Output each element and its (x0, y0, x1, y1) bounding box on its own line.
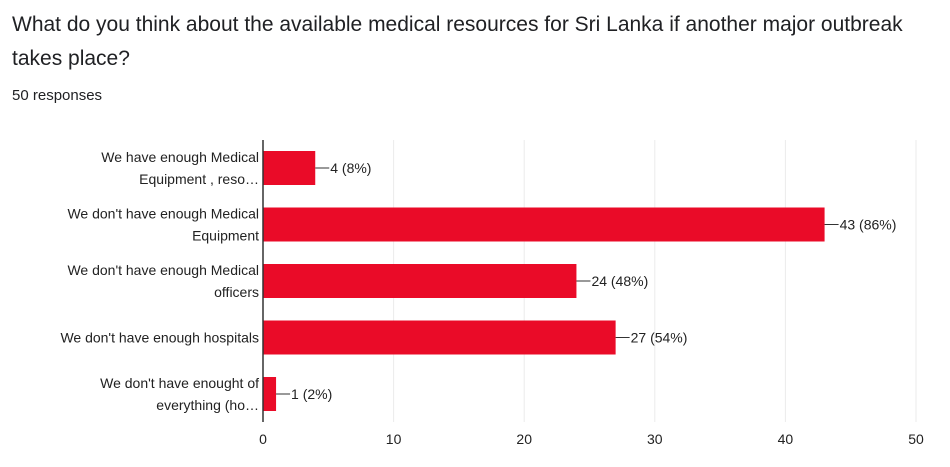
data-labels: 4 (8%) 43 (86%) 24 (48%) 27 (54%) 1 (2%) (276, 160, 896, 402)
category-label: We don't have enought of everything (ho… (100, 375, 259, 413)
bar (263, 207, 825, 242)
category-label: We don't have enough Medical officers (67, 262, 259, 300)
category-label: We don't have enough Medical Equipment (67, 206, 259, 244)
bar (263, 320, 616, 355)
bar (263, 377, 277, 411)
category-label-line: We don't have enough Medical (67, 262, 259, 278)
category-label-line: officers (214, 284, 259, 300)
x-tick-label: 0 (259, 431, 267, 447)
category-label-line: Equipment (192, 228, 259, 244)
data-label: 27 (54%) (631, 330, 688, 346)
response-count: 50 responses (12, 87, 103, 104)
x-tick-label: 50 (908, 431, 924, 447)
category-label-line: We have enough Medical (101, 149, 259, 165)
x-tick-label: 20 (516, 431, 532, 447)
category-label-line: We don't have enough Medical (67, 206, 259, 222)
category-label-line: We don't have enought of (100, 375, 259, 391)
category-label: We don't have enough hospitals (60, 330, 259, 346)
x-axis-ticks: 0 10 20 30 40 50 (259, 431, 924, 447)
bars (263, 151, 825, 411)
bar (263, 264, 577, 298)
data-label: 24 (48%) (591, 273, 648, 289)
x-tick-label: 30 (647, 431, 663, 447)
x-tick-label: 10 (386, 431, 402, 447)
category-labels: We have enough Medical Equipment , reso…W… (60, 149, 259, 413)
question-title: What do you think about the available me… (12, 13, 903, 70)
x-tick-label: 40 (778, 431, 794, 447)
category-label-line: Equipment , reso… (139, 171, 259, 187)
data-label: 43 (86%) (840, 217, 897, 233)
category-label-line: everything (ho… (156, 397, 259, 413)
category-label: We have enough Medical Equipment , reso… (101, 149, 259, 187)
data-label: 1 (2%) (291, 386, 332, 402)
data-label: 4 (8%) (330, 160, 371, 176)
bar (263, 151, 316, 185)
category-label-line: We don't have enough hospitals (60, 330, 259, 346)
